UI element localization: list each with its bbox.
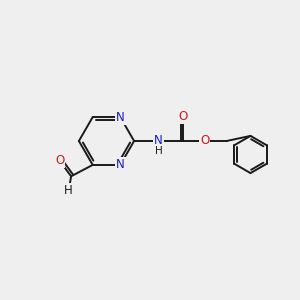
Text: N: N: [116, 111, 125, 124]
Text: N: N: [116, 158, 125, 171]
Text: O: O: [179, 110, 188, 124]
Text: O: O: [200, 134, 209, 148]
Text: H: H: [64, 184, 73, 197]
Text: H: H: [155, 146, 163, 157]
Text: O: O: [55, 154, 64, 167]
Text: N: N: [154, 134, 163, 148]
